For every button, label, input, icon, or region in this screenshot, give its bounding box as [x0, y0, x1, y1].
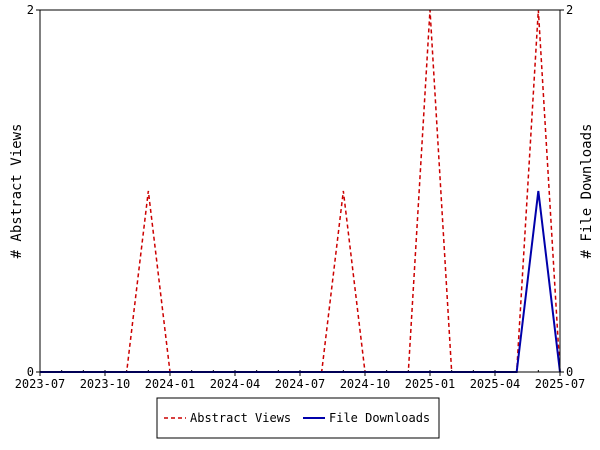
plot-frame — [39, 9, 561, 373]
x-tick-label: 2025-01 — [405, 377, 456, 391]
legend: Abstract Views File Downloads — [156, 397, 440, 439]
y-right-axis-label: # File Downloads — [579, 124, 595, 259]
x-tick-label: 2024-10 — [340, 377, 391, 391]
x-tick-label: 2024-04 — [210, 377, 261, 391]
series-line-file-downloads — [40, 190, 561, 373]
y-left-tick-label-min: 0 — [27, 365, 34, 379]
legend-box — [156, 397, 440, 439]
y-right-tick-label-max: 2 — [566, 3, 573, 17]
legend-label-abstract-views: Abstract Views — [190, 411, 291, 425]
x-tick-label: 2025-04 — [470, 377, 521, 391]
series-line-abstract-views — [40, 9, 561, 373]
y-left-tick-label-max: 2 — [27, 3, 34, 17]
x-tick-labels: 2023-07 2023-10 2024-01 2024-04 2024-07 2024-… — [15, 377, 586, 391]
x-tick-label: 2023-10 — [80, 377, 131, 391]
y-left-axis-label: # Abstract Views — [9, 124, 25, 259]
legend-label-file-downloads: File Downloads — [329, 411, 430, 425]
x-tick-label: 2024-07 — [275, 377, 326, 391]
x-tick-label: 2023-07 — [15, 377, 66, 391]
x-tick-label: 2025-07 — [535, 377, 586, 391]
y-right-tick-label-min: 0 — [566, 365, 573, 379]
series-layer — [40, 9, 561, 373]
x-tick-label: 2024-01 — [145, 377, 196, 391]
